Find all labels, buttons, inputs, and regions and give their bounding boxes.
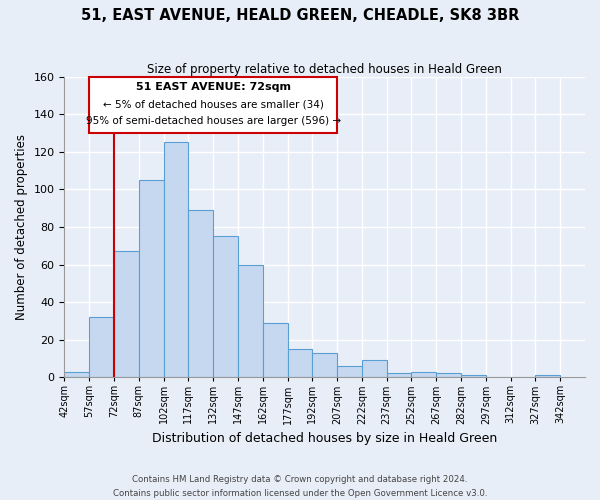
Bar (386, 374, 412, 377)
Bar (238, 264, 263, 377)
Text: 95% of semi-detached houses are larger (596) →: 95% of semi-detached houses are larger (… (86, 116, 341, 126)
Bar (337, 366, 362, 377)
Text: 51 EAST AVENUE: 72sqm: 51 EAST AVENUE: 72sqm (136, 82, 290, 92)
Bar (188, 210, 213, 377)
Bar (263, 322, 287, 377)
Bar (362, 360, 386, 377)
Bar (164, 142, 188, 377)
FancyBboxPatch shape (89, 76, 337, 133)
Bar (114, 252, 139, 377)
Bar (287, 349, 313, 377)
X-axis label: Distribution of detached houses by size in Heald Green: Distribution of detached houses by size … (152, 432, 497, 445)
Bar (89, 317, 114, 377)
Bar (213, 236, 238, 377)
Bar (436, 374, 461, 377)
Bar (313, 353, 337, 377)
Bar (64, 372, 89, 377)
Text: Contains HM Land Registry data © Crown copyright and database right 2024.
Contai: Contains HM Land Registry data © Crown c… (113, 476, 487, 498)
Text: ← 5% of detached houses are smaller (34): ← 5% of detached houses are smaller (34) (103, 99, 323, 109)
Bar (535, 376, 560, 377)
Bar (412, 372, 436, 377)
Y-axis label: Number of detached properties: Number of detached properties (15, 134, 28, 320)
Title: Size of property relative to detached houses in Heald Green: Size of property relative to detached ho… (147, 62, 502, 76)
Bar (139, 180, 164, 377)
Bar (461, 376, 486, 377)
Text: 51, EAST AVENUE, HEALD GREEN, CHEADLE, SK8 3BR: 51, EAST AVENUE, HEALD GREEN, CHEADLE, S… (81, 8, 519, 22)
